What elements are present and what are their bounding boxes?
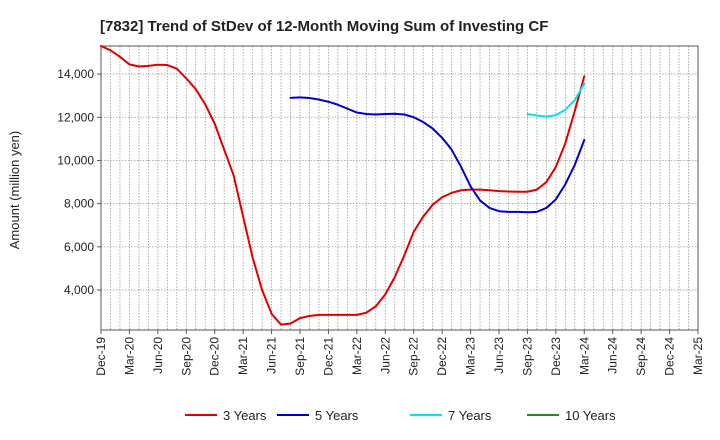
x-tick-label: Dec-24: [663, 337, 677, 376]
series-line: [100, 45, 586, 326]
x-tick-label: Jun-22: [378, 337, 392, 374]
x-tick-label: Mar-24: [577, 337, 591, 375]
series-line: [526, 82, 586, 118]
y-tick-label: 4,000: [64, 283, 94, 297]
series-layer: [100, 45, 586, 326]
x-tick-label: Mar-20: [122, 337, 136, 375]
x-tick-label: Sep-20: [179, 337, 193, 376]
x-tick-label: Dec-23: [549, 337, 563, 376]
y-axis: 4,000 6,000 8,000 10,000 12,000 14,000: [57, 67, 101, 297]
x-axis: Dec-19 Mar-20 Jun-20 Sep-20 Dec-20 Mar-21 Jun-…: [94, 330, 705, 376]
x-tick-label: Sep-23: [520, 337, 534, 376]
y-tick-label: 8,000: [64, 197, 94, 211]
x-tick-label: Dec-22: [435, 337, 449, 376]
x-tick-label: Dec-20: [208, 337, 222, 376]
legend-label: 7 Years: [448, 408, 492, 423]
x-tick-label: Mar-23: [464, 337, 478, 375]
x-tick-label: Sep-24: [634, 337, 648, 376]
y-tick-label: 12,000: [57, 110, 94, 124]
y-tick-label: 14,000: [57, 67, 94, 81]
legend-label: 3 Years: [223, 408, 267, 423]
legend-label: 10 Years: [565, 408, 616, 423]
x-tick-label: Jun-21: [265, 337, 279, 374]
legend: 3 Years 5 Years 7 Years 10 Years: [185, 408, 616, 423]
x-tick-label: Sep-21: [293, 337, 307, 376]
x-tick-label: Sep-22: [407, 337, 421, 376]
x-tick-label: Dec-19: [94, 337, 108, 376]
x-tick-label: Jun-24: [606, 337, 620, 374]
chart-title: [7832] Trend of StDev of 12-Month Moving…: [100, 18, 548, 35]
legend-label: 5 Years: [315, 408, 359, 423]
x-tick-label: Mar-25: [691, 337, 705, 375]
series-line: [289, 96, 586, 214]
grid: [101, 46, 698, 330]
y-axis-label: Amount (million yen): [7, 131, 22, 250]
x-tick-label: Jun-23: [492, 337, 506, 374]
x-tick-label: Dec-21: [321, 337, 335, 376]
x-tick-label: Mar-22: [350, 337, 364, 375]
y-tick-label: 10,000: [57, 153, 94, 167]
plot-area: [100, 45, 699, 331]
x-tick-label: Jun-20: [151, 337, 165, 374]
y-tick-label: 6,000: [64, 240, 94, 254]
x-tick-label: Mar-21: [236, 337, 250, 375]
